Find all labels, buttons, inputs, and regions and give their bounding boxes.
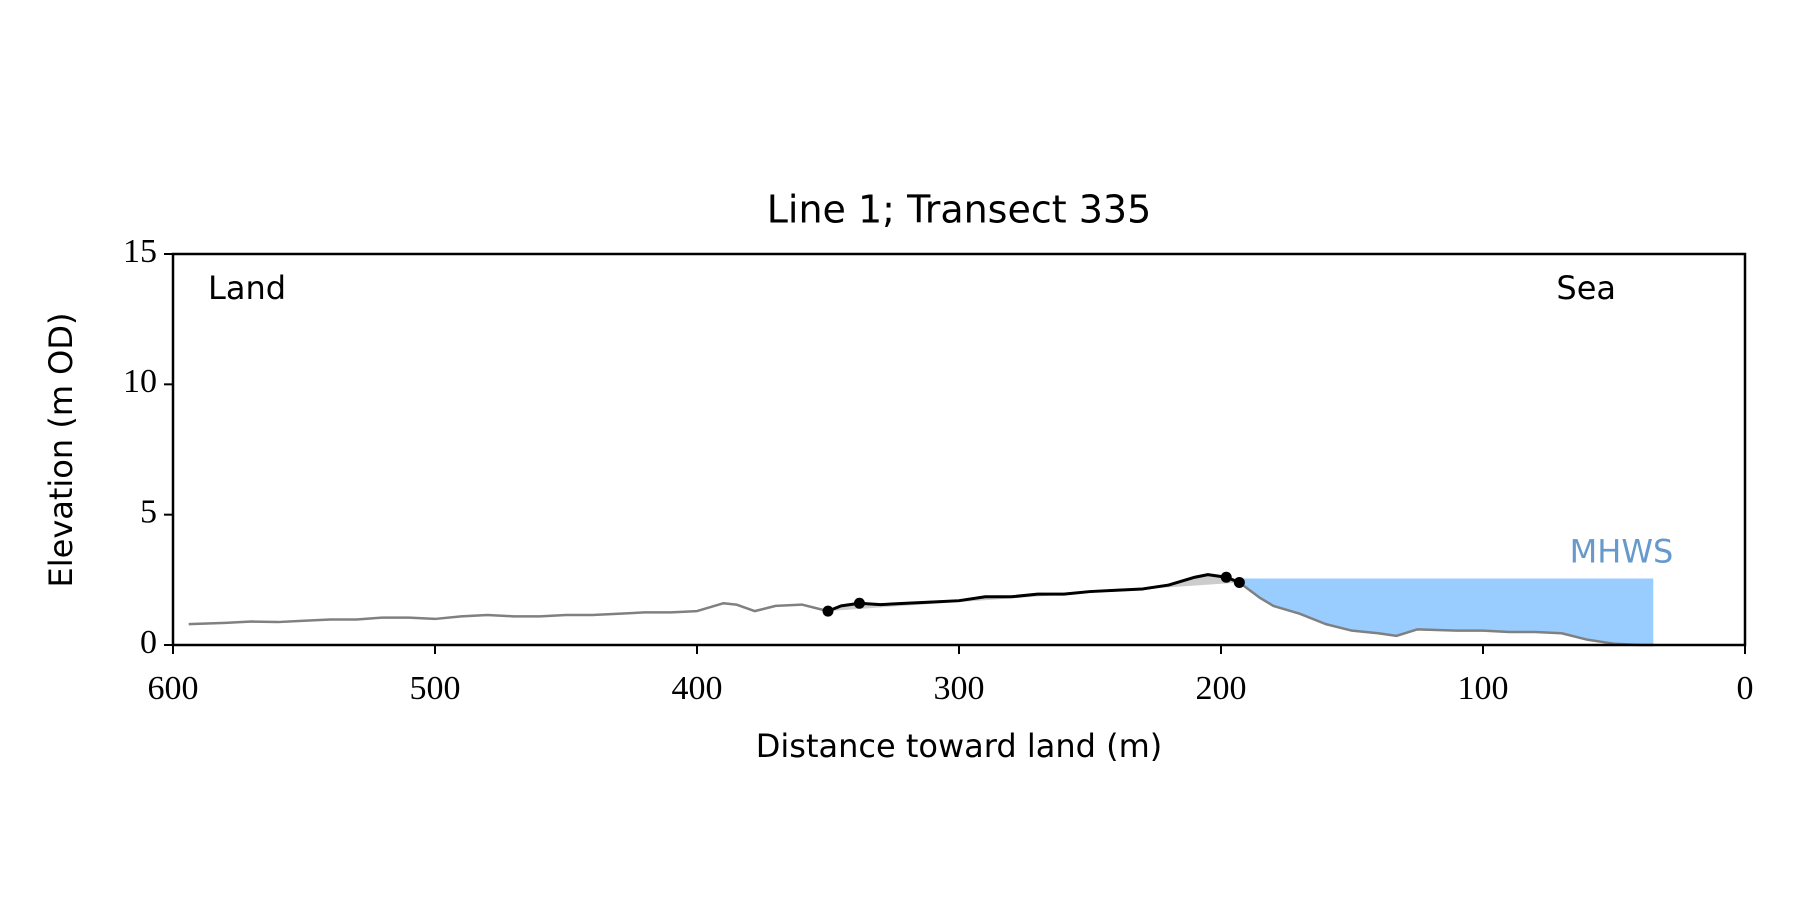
dune-area (828, 574, 1240, 612)
annotation: Land (208, 269, 286, 307)
x-tick-label: 400 (672, 670, 723, 707)
y-tick-label: 5 (140, 493, 157, 530)
mhws-label: MHWS (1570, 533, 1674, 571)
y-tick-label: 15 (123, 233, 157, 270)
x-tick-label: 200 (1196, 670, 1247, 707)
x-tick-label: 0 (1737, 670, 1754, 707)
mhws-area (1239, 578, 1654, 645)
x-tick-label: 300 (934, 670, 985, 707)
point (853, 597, 865, 609)
x-tick-label: 600 (148, 670, 199, 707)
y-tick-label: 10 (123, 363, 157, 400)
x-axis-label: Distance toward land (m) (756, 727, 1162, 765)
y-axis-label: Elevation (m OD) (42, 313, 80, 588)
chart-title: Line 1; Transect 335 (767, 188, 1152, 232)
y-tick-label: 0 (140, 624, 157, 661)
annotation: Sea (1556, 269, 1616, 307)
point (1220, 571, 1232, 583)
point (1233, 576, 1245, 588)
x-tick-label: 500 (410, 670, 461, 707)
dune-line (827, 573, 1240, 613)
x-tick-label: 100 (1458, 670, 1509, 707)
point (822, 605, 834, 617)
